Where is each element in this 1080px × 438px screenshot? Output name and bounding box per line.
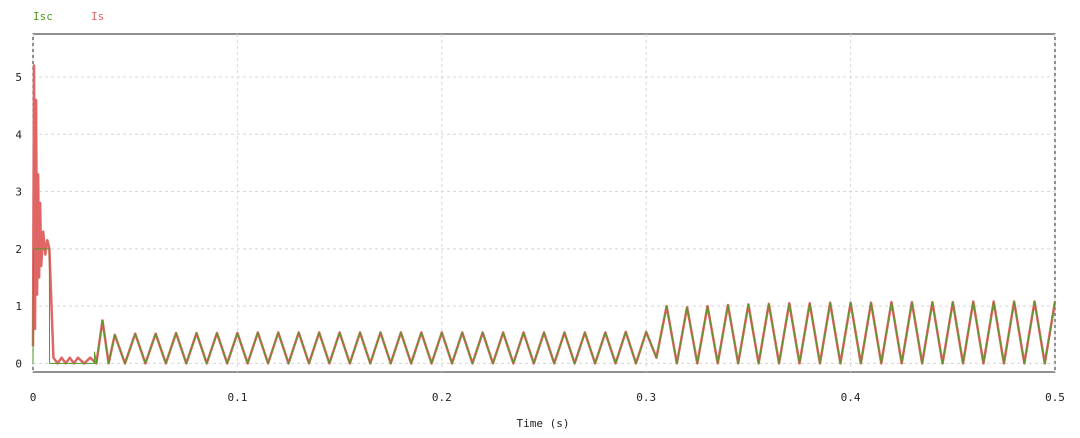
y-tick-label: 0 — [15, 357, 22, 370]
y-tick-label: 2 — [15, 243, 22, 256]
legend: Isc Is — [33, 10, 104, 23]
y-tick-label: 3 — [15, 186, 22, 199]
tick-labels: 0 0.1 0.2 0.3 0.4 0.5 0 1 2 3 4 5 — [15, 71, 1065, 404]
x-axis-title: Time (s) — [517, 417, 570, 430]
x-tick-label: 0.4 — [841, 391, 861, 404]
plot-area — [32, 33, 1056, 373]
x-tick-label: 0.3 — [636, 391, 656, 404]
y-tick-label: 5 — [15, 71, 22, 84]
x-tick-label: 0 — [30, 391, 37, 404]
series-line-isc — [32, 248, 1056, 364]
grid — [32, 34, 1056, 372]
y-tick-label: 4 — [15, 128, 22, 141]
x-tick-label: 0.5 — [1045, 391, 1065, 404]
legend-label-isc: Isc — [33, 10, 53, 23]
x-tick-label: 0.1 — [227, 391, 247, 404]
x-tick-label: 0.2 — [432, 391, 452, 404]
series-group — [31, 64, 1057, 365]
legend-label-is: Is — [91, 10, 104, 23]
y-tick-label: 1 — [15, 300, 22, 313]
